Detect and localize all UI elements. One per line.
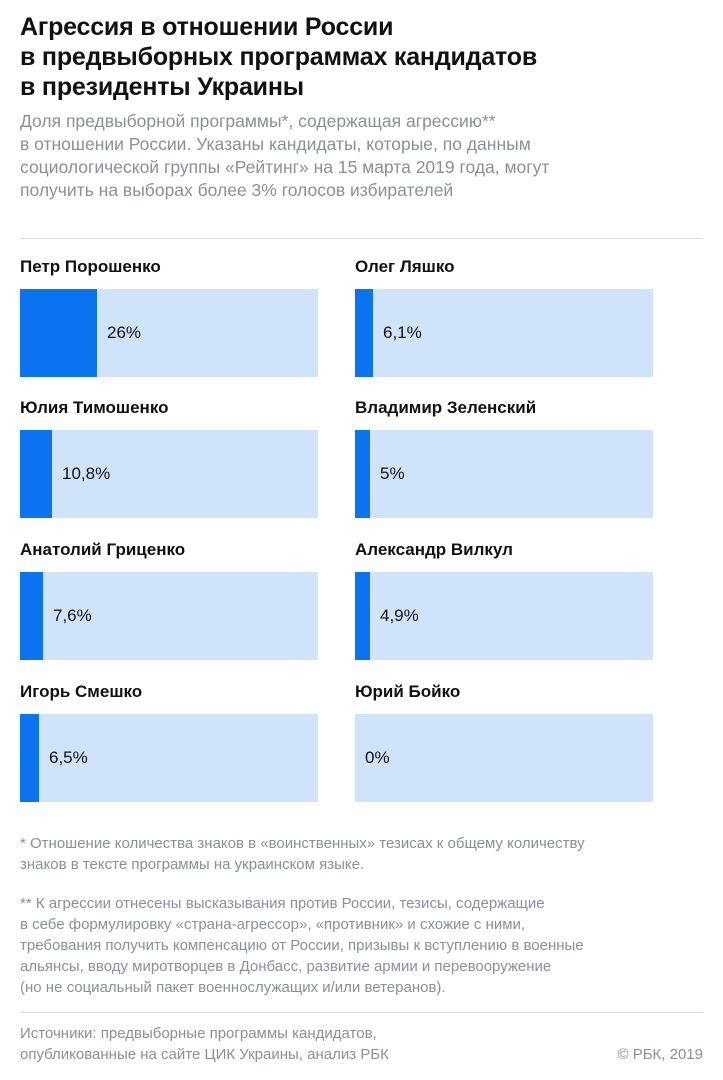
bottom-divider bbox=[20, 1012, 703, 1013]
footnote-2-line-4: альянсы, вводу миротворцев в Донбасс, ра… bbox=[20, 958, 552, 975]
footnote-1: * Отношение количества знаков в «воинств… bbox=[20, 833, 703, 875]
chart-subtitle-line-1: Доля предвыборной программы*, содержащая… bbox=[20, 111, 496, 131]
bar-fill bbox=[355, 572, 370, 660]
candidate-name: Олег Ляшко bbox=[355, 257, 455, 276]
bar-fill bbox=[355, 289, 373, 377]
candidate-name: Юлия Тимошенко bbox=[20, 398, 169, 417]
footnote-2-line-3: требования получить компенсацию от Росси… bbox=[20, 937, 584, 954]
bar-fill bbox=[355, 430, 370, 518]
chart-title: Агрессия в отношении России в предвыборн… bbox=[20, 12, 703, 102]
chart-subtitle-line-3: социологической группы «Рейтинг» на 15 м… bbox=[20, 157, 550, 177]
footnote-1-line-2: знаков в тексте программы на украинском … bbox=[20, 856, 365, 873]
candidate-name: Юрий Бойко bbox=[355, 682, 461, 701]
candidate-name: Петр Порошенко bbox=[20, 257, 161, 276]
footnote-2-line-1: ** К агрессии отнесены высказывания прот… bbox=[20, 895, 545, 912]
footnote-2-line-5: (но не социальный пакет военнослужащих и… bbox=[20, 979, 446, 996]
candidate-name: Владимир Зеленский bbox=[355, 398, 537, 417]
bar-track: 0% bbox=[355, 714, 653, 802]
bar-value-label: 4,9% bbox=[380, 606, 419, 625]
bar-value-label: 6,1% bbox=[383, 323, 422, 342]
sources: Источники: предвыборные программы кандид… bbox=[20, 1023, 389, 1065]
bar-value-label: 10,8% bbox=[62, 464, 111, 483]
bar-value-label: 5% bbox=[380, 464, 405, 483]
footnote-2: ** К агрессии отнесены высказывания прот… bbox=[20, 893, 703, 998]
chart-subtitle: Доля предвыборной программы*, содержащая… bbox=[20, 110, 703, 202]
chart-subtitle-line-2: в отношении России. Указаны кандидаты, к… bbox=[20, 134, 531, 154]
bar-fill bbox=[20, 430, 52, 518]
candidate-name: Анатолий Гриценко bbox=[20, 540, 186, 559]
bar-fill bbox=[20, 572, 43, 660]
bar-track: 7,6% bbox=[20, 572, 318, 660]
bar-value-label: 7,6% bbox=[53, 606, 92, 625]
sources-line-2: опубликованные на сайте ЦИК Украины, ана… bbox=[20, 1046, 389, 1063]
chart-title-line-2: в предвыборных программах кандидатов bbox=[20, 43, 537, 71]
bar-track: 6,5% bbox=[20, 714, 318, 802]
copyright: © РБК, 2019 bbox=[617, 1046, 703, 1063]
bar-value-label: 0% bbox=[365, 748, 390, 767]
bar-track: 4,9% bbox=[355, 572, 653, 660]
sources-line-1: Источники: предвыборные программы кандид… bbox=[20, 1025, 377, 1042]
bar-fill bbox=[20, 714, 39, 802]
bar-value-label: 6,5% bbox=[49, 748, 88, 767]
footnote-2-line-2: в себе формулировку «страна-агрессор», «… bbox=[20, 916, 526, 933]
bar-track: 26% bbox=[20, 289, 318, 377]
chart-title-line-3: в президенты Украины bbox=[20, 73, 304, 101]
bar-track: 6,1% bbox=[355, 289, 653, 377]
candidate-name: Александр Вилкул bbox=[355, 540, 513, 559]
chart-title-line-1: Агрессия в отношении России bbox=[20, 13, 394, 41]
bar-track: 10,8% bbox=[20, 430, 318, 518]
footnote-1-line-1: * Отношение количества знаков в «воинств… bbox=[20, 835, 585, 852]
chart-subtitle-line-4: получить на выборах более 3% голосов изб… bbox=[20, 180, 454, 200]
top-divider bbox=[20, 238, 703, 239]
bar-track: 5% bbox=[355, 430, 653, 518]
bar-value-label: 26% bbox=[107, 323, 142, 342]
bar-fill bbox=[20, 289, 97, 377]
candidate-name: Игорь Смешко bbox=[20, 682, 143, 701]
